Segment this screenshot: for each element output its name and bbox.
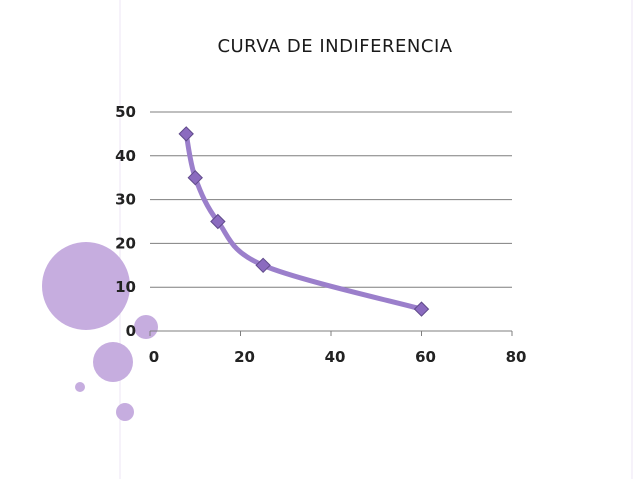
chart-title: CURVA DE INDIFERENCIA	[217, 36, 453, 57]
y-tick-label: 0	[126, 322, 136, 340]
small-circle	[134, 315, 158, 339]
x-tick-label: 20	[234, 348, 255, 366]
y-tick-label: 10	[115, 278, 136, 296]
x-tick-label: 60	[415, 348, 436, 366]
data-point-marker	[210, 213, 226, 230]
series-line	[183, 131, 424, 312]
y-tick-label: 50	[115, 103, 136, 121]
small-circle-bottom	[116, 403, 134, 421]
x-tick-label: 80	[506, 348, 527, 366]
medium-circle	[93, 342, 133, 382]
x-tick-label: 40	[325, 348, 346, 366]
data-point-marker	[178, 126, 194, 142]
y-tick-label: 40	[115, 147, 136, 165]
data-point-marker	[255, 257, 271, 274]
y-tick-label: 30	[115, 191, 136, 209]
data-point-marker	[413, 301, 430, 317]
tiny-circle	[75, 382, 85, 392]
y-tick-label: 20	[115, 234, 136, 252]
large-circle	[42, 242, 130, 330]
data-point-marker	[187, 169, 203, 186]
x-tick-label: 0	[149, 348, 159, 366]
